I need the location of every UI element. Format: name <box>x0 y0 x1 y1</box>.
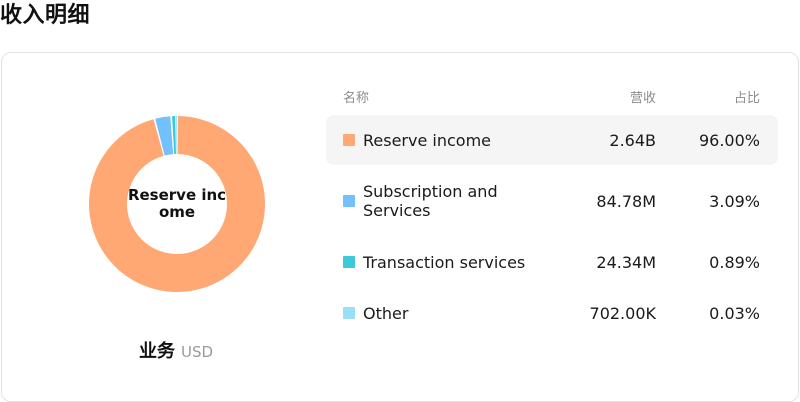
table-row[interactable]: Subscription and Services 84.78M 3.09% <box>326 166 778 236</box>
legend-swatch <box>343 134 355 146</box>
table-header: 名称 营收 占比 <box>326 83 778 109</box>
currency-unit: USD <box>180 343 214 361</box>
row-share: 0.03% <box>709 303 760 323</box>
table-row[interactable]: Transaction services 24.34M 0.89% <box>326 237 778 287</box>
chart-footer: 业务 USD <box>2 337 350 363</box>
table-row[interactable]: Other 702.00K 0.03% <box>326 288 778 338</box>
row-share: 0.89% <box>709 252 760 272</box>
page-title: 收入明细 <box>0 3 91 28</box>
header-share: 占比 <box>733 90 760 106</box>
donut-center-label: Reserve income <box>127 186 227 221</box>
row-name: Subscription and Services <box>363 182 498 220</box>
row-revenue: 2.64B <box>609 130 656 150</box>
row-revenue: 84.78M <box>596 191 656 211</box>
revenue-table: 名称 营收 占比 Reserve income 2.64B 96.00% Sub… <box>326 83 778 338</box>
row-name: Reserve income <box>363 130 491 150</box>
row-revenue: 24.34M <box>596 252 656 272</box>
donut-chart: Reserve income <box>88 115 266 293</box>
donut-slice-other[interactable] <box>176 116 177 155</box>
header-revenue: 营收 <box>629 90 656 106</box>
row-name: Other <box>363 303 409 323</box>
legend-swatch <box>343 256 355 268</box>
donut-slice-transaction-services[interactable] <box>172 116 176 155</box>
row-share: 96.00% <box>698 130 760 150</box>
revenue-breakdown-card: Reserve income 业务 USD 名称 营收 占比 Reserve in… <box>1 52 799 402</box>
legend-swatch <box>343 307 355 319</box>
header-name: 名称 <box>343 90 370 106</box>
donut-slice-subscription-and-services[interactable] <box>155 116 174 156</box>
table-row[interactable]: Reserve income 2.64B 96.00% <box>326 115 778 165</box>
legend-swatch <box>343 195 355 207</box>
donut-chart-svg <box>89 116 265 292</box>
donut-slice-reserve-income[interactable] <box>89 116 265 292</box>
row-share: 3.09% <box>709 191 760 211</box>
business-label: 业务 <box>138 341 175 362</box>
row-revenue: 702.00K <box>589 303 656 323</box>
row-name: Transaction services <box>363 252 526 272</box>
